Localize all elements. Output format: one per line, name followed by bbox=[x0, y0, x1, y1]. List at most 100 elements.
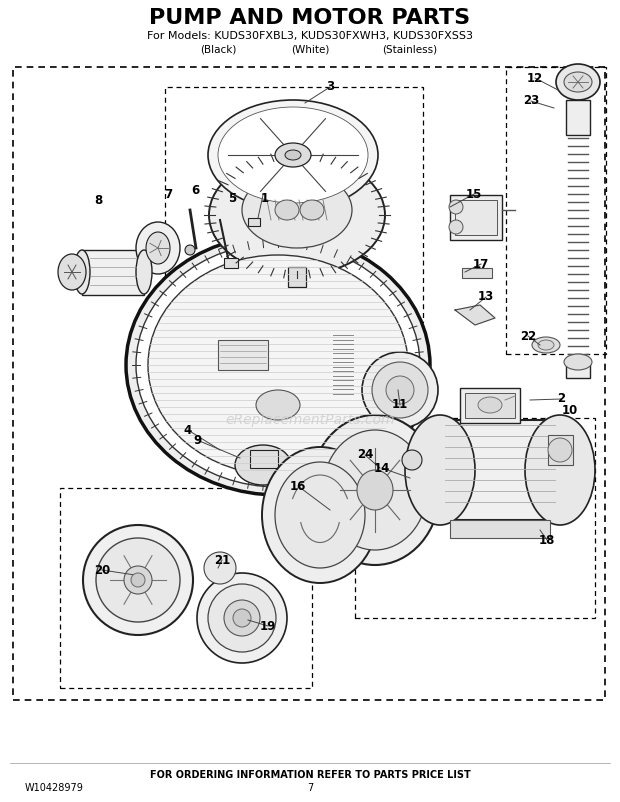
Ellipse shape bbox=[146, 232, 170, 264]
Ellipse shape bbox=[136, 222, 180, 274]
Ellipse shape bbox=[209, 155, 385, 275]
Ellipse shape bbox=[208, 584, 276, 652]
Text: 16: 16 bbox=[290, 480, 306, 492]
Ellipse shape bbox=[208, 100, 378, 210]
Text: 2: 2 bbox=[557, 392, 565, 406]
Text: 19: 19 bbox=[260, 619, 276, 633]
Text: (Stainless): (Stainless) bbox=[383, 45, 438, 55]
Ellipse shape bbox=[402, 450, 422, 470]
Bar bbox=[355, 418, 595, 618]
Text: 15: 15 bbox=[466, 188, 482, 200]
Ellipse shape bbox=[262, 447, 378, 583]
Text: 8: 8 bbox=[94, 193, 102, 206]
Text: 21: 21 bbox=[214, 553, 230, 566]
Ellipse shape bbox=[58, 254, 86, 290]
Ellipse shape bbox=[357, 470, 393, 510]
Ellipse shape bbox=[148, 255, 408, 475]
Ellipse shape bbox=[323, 430, 427, 550]
Ellipse shape bbox=[372, 362, 428, 418]
Bar bbox=[440, 420, 560, 520]
Text: 22: 22 bbox=[520, 330, 536, 342]
Ellipse shape bbox=[197, 573, 287, 663]
Bar bbox=[13, 67, 605, 700]
Bar bbox=[450, 520, 550, 538]
Ellipse shape bbox=[224, 600, 260, 636]
Ellipse shape bbox=[362, 352, 438, 428]
Text: 9: 9 bbox=[193, 434, 201, 447]
Ellipse shape bbox=[300, 200, 324, 220]
Ellipse shape bbox=[275, 462, 365, 568]
Bar bbox=[465, 393, 515, 418]
Text: (White): (White) bbox=[291, 45, 329, 55]
Ellipse shape bbox=[532, 337, 560, 353]
Ellipse shape bbox=[131, 573, 145, 587]
Text: PUMP AND MOTOR PARTS: PUMP AND MOTOR PARTS bbox=[149, 8, 471, 28]
Ellipse shape bbox=[538, 340, 554, 350]
Ellipse shape bbox=[233, 609, 251, 627]
Bar bbox=[462, 268, 492, 278]
Text: 14: 14 bbox=[374, 461, 390, 475]
Bar bbox=[506, 67, 606, 354]
Text: 20: 20 bbox=[94, 564, 110, 577]
Text: 17: 17 bbox=[473, 257, 489, 270]
Bar bbox=[248, 218, 260, 226]
Text: eReplacementParts.com: eReplacementParts.com bbox=[225, 413, 395, 427]
Ellipse shape bbox=[449, 200, 463, 214]
Ellipse shape bbox=[83, 525, 193, 635]
Text: 4: 4 bbox=[184, 423, 192, 436]
Bar bbox=[288, 267, 306, 287]
Bar bbox=[250, 450, 278, 468]
Ellipse shape bbox=[136, 243, 420, 487]
Ellipse shape bbox=[204, 552, 236, 584]
Text: FOR ORDERING INFORMATION REFER TO PARTS PRICE LIST: FOR ORDERING INFORMATION REFER TO PARTS … bbox=[149, 770, 471, 780]
Bar bbox=[455, 200, 497, 235]
Ellipse shape bbox=[213, 559, 231, 577]
Bar bbox=[60, 488, 312, 688]
Text: 13: 13 bbox=[478, 290, 494, 303]
Ellipse shape bbox=[449, 220, 463, 234]
Bar bbox=[82, 250, 144, 295]
Ellipse shape bbox=[285, 150, 301, 160]
Ellipse shape bbox=[564, 354, 592, 370]
Bar bbox=[548, 435, 573, 465]
Ellipse shape bbox=[478, 397, 502, 413]
Ellipse shape bbox=[310, 415, 440, 565]
Text: 18: 18 bbox=[539, 533, 555, 546]
Bar bbox=[165, 87, 423, 322]
Ellipse shape bbox=[218, 107, 368, 203]
Ellipse shape bbox=[235, 445, 291, 485]
Ellipse shape bbox=[209, 556, 233, 580]
Bar bbox=[566, 100, 590, 135]
Ellipse shape bbox=[126, 235, 430, 495]
Text: (Black): (Black) bbox=[200, 45, 236, 55]
Bar bbox=[566, 362, 590, 378]
Ellipse shape bbox=[74, 250, 90, 294]
Ellipse shape bbox=[124, 566, 152, 594]
Text: For Models: KUDS30FXBL3, KUDS30FXWH3, KUDS30FXSS3: For Models: KUDS30FXBL3, KUDS30FXWH3, KU… bbox=[147, 31, 473, 41]
Ellipse shape bbox=[525, 415, 595, 525]
Ellipse shape bbox=[386, 376, 414, 404]
Text: 11: 11 bbox=[392, 399, 408, 411]
Text: 6: 6 bbox=[191, 184, 199, 196]
Ellipse shape bbox=[275, 200, 299, 220]
Bar bbox=[218, 340, 268, 370]
Ellipse shape bbox=[136, 250, 152, 294]
Bar bbox=[460, 388, 520, 423]
Ellipse shape bbox=[256, 390, 300, 420]
Ellipse shape bbox=[405, 415, 475, 525]
Text: 7: 7 bbox=[307, 783, 313, 793]
Text: 5: 5 bbox=[228, 192, 236, 205]
Bar bbox=[450, 195, 502, 240]
Text: 1: 1 bbox=[261, 192, 269, 205]
Ellipse shape bbox=[564, 72, 592, 92]
Text: 10: 10 bbox=[562, 403, 578, 416]
Text: 12: 12 bbox=[527, 71, 543, 84]
Ellipse shape bbox=[548, 438, 572, 462]
Ellipse shape bbox=[185, 245, 195, 255]
Ellipse shape bbox=[556, 64, 600, 100]
Ellipse shape bbox=[275, 143, 311, 167]
Text: W10428979: W10428979 bbox=[25, 783, 84, 793]
Ellipse shape bbox=[96, 538, 180, 622]
Bar bbox=[224, 258, 238, 268]
Polygon shape bbox=[455, 305, 495, 325]
